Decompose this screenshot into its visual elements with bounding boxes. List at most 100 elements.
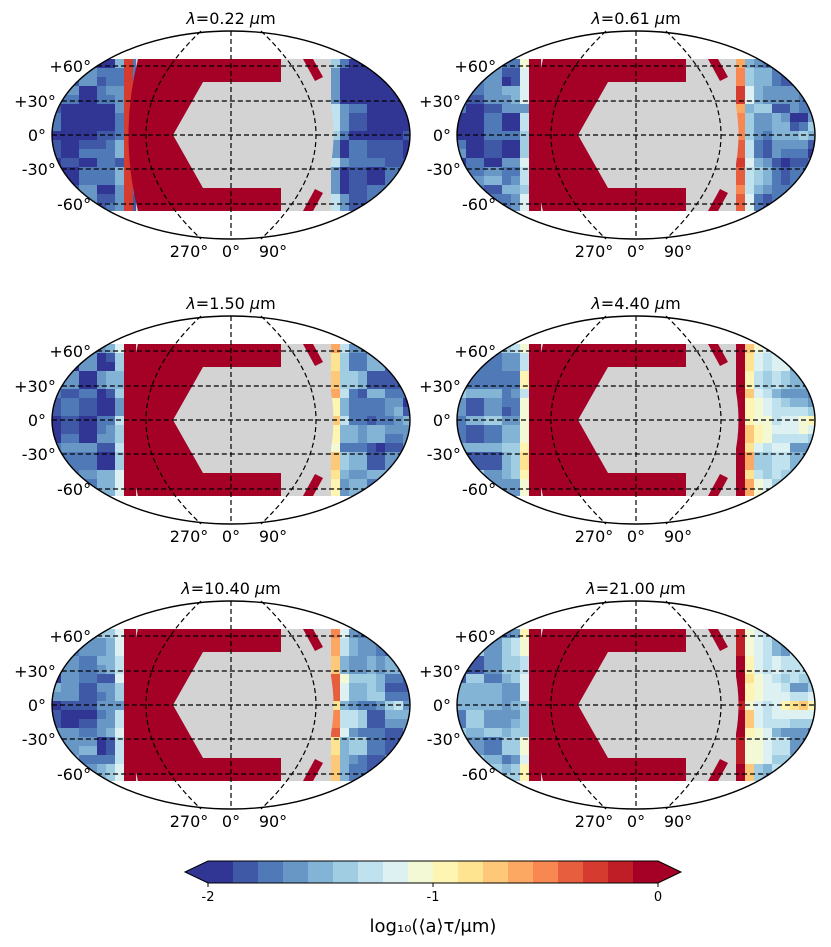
colorbar-segment (508, 861, 534, 883)
map-cell (502, 140, 512, 150)
map-cell (70, 407, 80, 417)
map-cell (124, 755, 134, 765)
map-cell (385, 176, 395, 186)
map-cell (736, 692, 746, 702)
map-cell (385, 353, 395, 363)
colorbar-over-arrow (658, 861, 681, 883)
map-cell (61, 746, 71, 756)
map-cell (88, 371, 98, 381)
map-cell (367, 746, 377, 756)
map-cell (376, 719, 386, 729)
map-cell (502, 104, 512, 114)
map-cell (385, 203, 395, 213)
map-cell (745, 59, 755, 69)
map-cell (493, 638, 503, 648)
map-cell (790, 443, 800, 453)
map-cell (511, 746, 521, 756)
map-cell (799, 746, 809, 756)
map-cell (403, 773, 410, 783)
map-cell (331, 371, 341, 381)
map-cell (772, 638, 782, 648)
lat-tick-label: -30° (22, 160, 56, 179)
map-cell (781, 746, 791, 756)
map-cell (484, 452, 494, 462)
map-cell (340, 86, 350, 96)
map-cell (493, 77, 503, 87)
map-cell (754, 149, 764, 159)
map-cell (754, 656, 764, 666)
map-cell (124, 647, 134, 657)
map-cell (745, 176, 755, 186)
map-cell (106, 443, 116, 453)
map-cell (376, 674, 386, 684)
lat-tick-label: +30° (419, 92, 461, 111)
map-cell (493, 692, 503, 702)
map-cell (88, 122, 98, 132)
map-cell (808, 629, 815, 639)
lat-tick-label: -60° (57, 195, 91, 214)
map-cell (70, 140, 80, 150)
map-cell (376, 176, 386, 186)
map-cell (403, 203, 410, 213)
map-cell (457, 416, 467, 426)
map-cell (385, 425, 395, 435)
map-cell (124, 674, 134, 684)
map-cell (799, 407, 809, 417)
map-cell (394, 479, 404, 489)
map-cell (799, 389, 809, 399)
map-cell (781, 470, 791, 480)
map-cell (772, 719, 782, 729)
map-cell (772, 158, 782, 168)
lon-gridline-270 (145, 30, 202, 240)
map-cell (124, 185, 134, 195)
map-cell (349, 122, 359, 132)
map-cell (79, 86, 89, 96)
map-cell (736, 665, 746, 675)
map-cell (376, 362, 386, 372)
map-cell (340, 158, 350, 168)
map-cell (70, 176, 80, 186)
map-cell (79, 416, 89, 426)
map-cell (511, 773, 521, 783)
panel-3: λ=1.50 μm+60°+30°0°-30°-60°270° 0° 90° (14, 294, 411, 546)
map-cell (124, 728, 134, 738)
map-cell (124, 683, 134, 693)
corner-sliver-top (708, 59, 728, 81)
map-cell (79, 176, 89, 186)
map-cell (736, 86, 746, 96)
map-cell (358, 764, 368, 774)
map-cell (475, 371, 485, 381)
map-cell (466, 389, 476, 399)
map-cell (790, 113, 800, 123)
map-cell (124, 167, 134, 177)
map-cell (394, 692, 404, 702)
map-cell (88, 425, 98, 435)
map-cell (466, 416, 476, 426)
map-cell (754, 488, 764, 498)
map-cell (502, 113, 512, 123)
map-cell (367, 647, 377, 657)
map-cell (781, 149, 791, 159)
map-cell (790, 77, 800, 87)
map-cell (115, 113, 125, 123)
map-cell (466, 122, 476, 132)
map-cell (457, 719, 467, 729)
map-cell (736, 479, 746, 489)
map-cell (349, 203, 359, 213)
map-cell (106, 773, 116, 783)
map-cell (466, 158, 476, 168)
map-cell (754, 452, 764, 462)
map-cell (394, 470, 404, 480)
map-cell (493, 683, 503, 693)
map-cell (106, 362, 116, 372)
map-cell (520, 461, 530, 471)
map-cell (466, 149, 476, 159)
map-cell (736, 728, 746, 738)
map-cell (520, 629, 530, 639)
map-cell (124, 470, 134, 480)
map-cell (115, 68, 125, 78)
map-cell (331, 665, 341, 675)
map-cell (511, 389, 521, 399)
map-cell (376, 755, 386, 765)
